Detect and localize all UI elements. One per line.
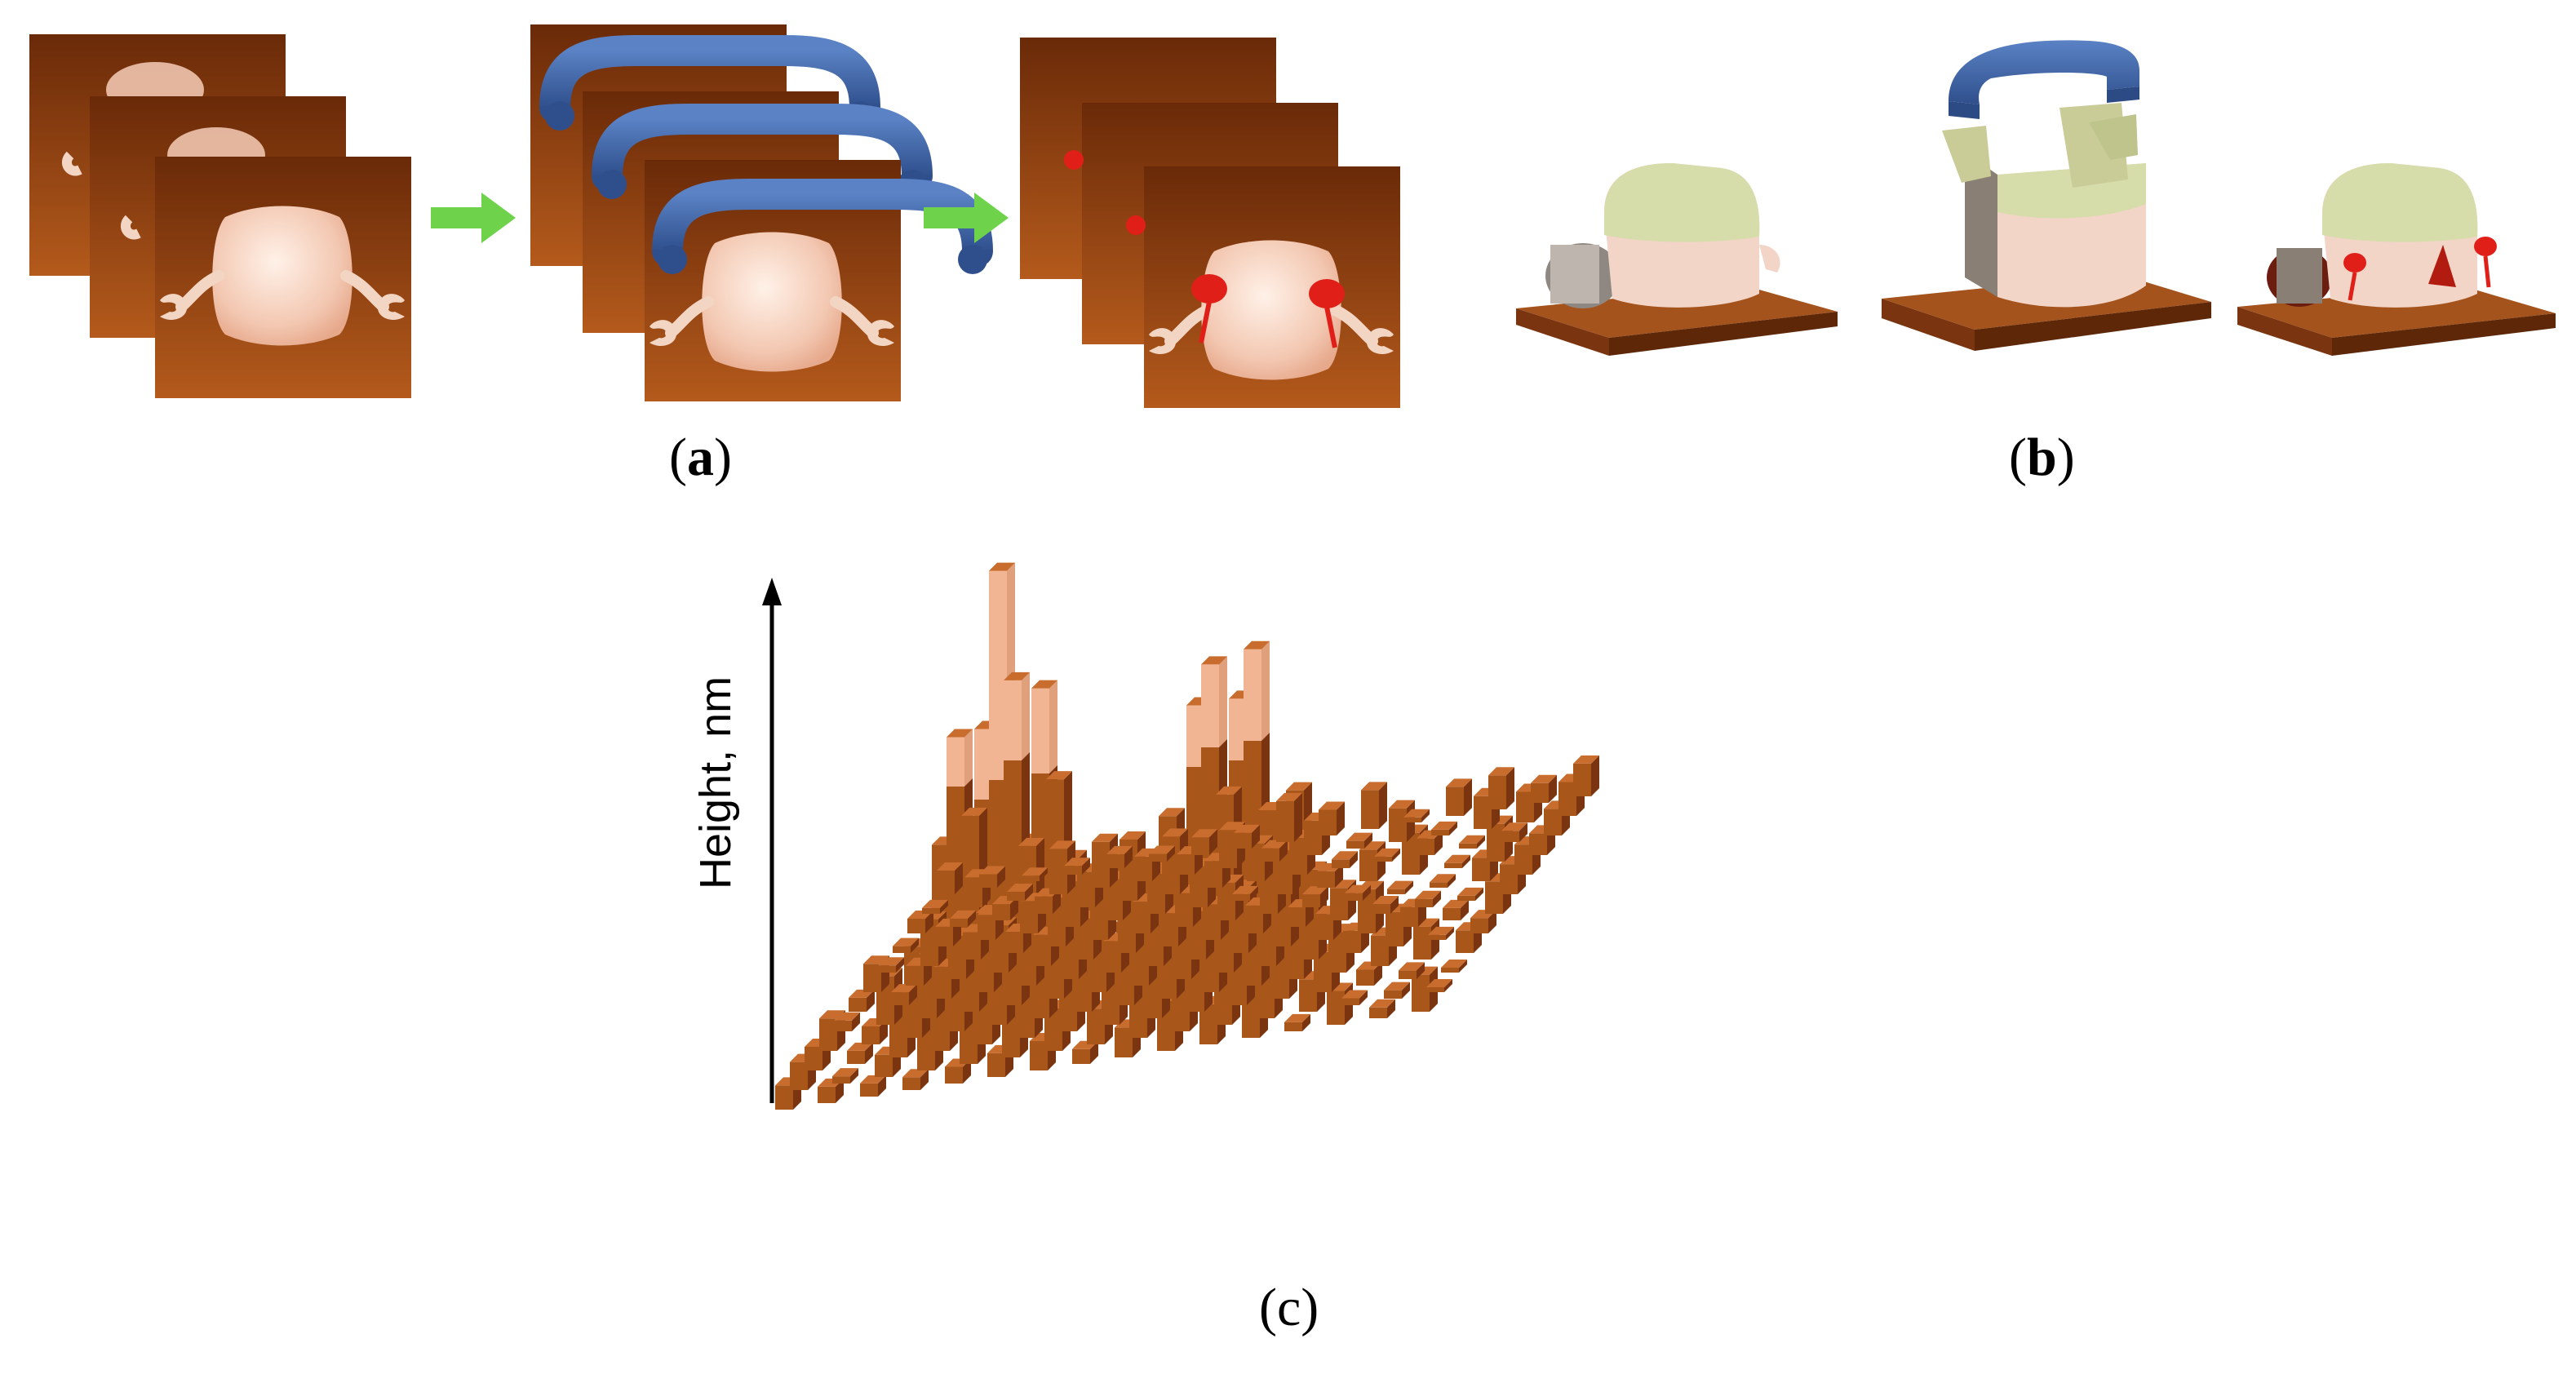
height-bar [1022, 867, 1048, 881]
height-bar [1399, 962, 1425, 979]
panel-label-c: (c) [1259, 1278, 1319, 1337]
height-bar [1276, 792, 1302, 842]
height-bar [893, 937, 919, 953]
height-bar [1149, 845, 1175, 862]
height-bar [979, 866, 1005, 888]
height-bar [1446, 778, 1472, 816]
height-bar [1369, 999, 1395, 1018]
panel-label-a: (a) [669, 428, 732, 487]
height-bar [847, 1042, 873, 1064]
adsorbed-protein-model [1516, 163, 1838, 356]
height-bar [1361, 782, 1387, 829]
panel-label-b: (b) [2009, 428, 2075, 487]
height-bar [1444, 854, 1470, 868]
height-bar [1488, 767, 1514, 809]
height-bar [1441, 959, 1467, 973]
height-bar [1470, 910, 1496, 933]
height-bar [849, 989, 875, 1012]
height-bar [1387, 880, 1413, 894]
height-bar [1302, 886, 1328, 907]
height-bar [860, 1075, 886, 1097]
height-bar [1234, 824, 1260, 849]
panel-b-illustration [1516, 40, 2556, 356]
height-bar [1459, 835, 1485, 849]
height-bar [1372, 896, 1399, 914]
height-bar [1428, 926, 1454, 940]
height-bar [1573, 755, 1599, 796]
height-bar [790, 1053, 816, 1090]
height-bar [1403, 809, 1430, 822]
height-bar [818, 1078, 844, 1103]
height-bar [1426, 978, 1452, 992]
height-bar [834, 1012, 860, 1031]
height-bar [1341, 990, 1368, 1005]
height-bar [863, 955, 889, 992]
height-bar [878, 957, 904, 973]
antibody-icon [1949, 40, 2139, 119]
height-bar [1346, 832, 1372, 849]
stack-antibody-images [530, 24, 987, 401]
height-bar [1049, 840, 1075, 894]
height-bar [1501, 822, 1527, 842]
height-bar [1430, 874, 1456, 888]
height-bar [1457, 887, 1483, 901]
height-bar [832, 1068, 858, 1084]
height-bar [1064, 858, 1090, 875]
height-bar [1332, 851, 1358, 868]
height-bar [950, 910, 976, 927]
height-bar [1191, 829, 1217, 855]
height-bar [1345, 884, 1371, 901]
height-bar [1284, 1013, 1310, 1031]
antibody-bound-model [1882, 40, 2211, 351]
height-bars [775, 562, 1599, 1110]
green-arrow-icon [431, 193, 516, 243]
height-bar [937, 862, 963, 894]
height-bar [1374, 848, 1400, 862]
height-bar [1232, 885, 1258, 901]
height-bar [1431, 821, 1457, 835]
height-bar [891, 984, 917, 1005]
panel-c-chart [762, 562, 1599, 1110]
y-axis-label: Height, nm [691, 676, 740, 889]
height-bar [1384, 982, 1410, 999]
height-bar [922, 899, 948, 914]
height-bar [1007, 884, 1033, 901]
height-bar [1415, 890, 1441, 907]
green-arrow-icon [924, 193, 1009, 243]
height-bar [1319, 801, 1345, 835]
stack-labeled-images [1020, 38, 1400, 408]
height-bar [1443, 899, 1469, 920]
height-bar [992, 896, 1018, 920]
panel-a-illustration [29, 24, 1400, 408]
height-bar [902, 1069, 929, 1090]
height-bar [1261, 840, 1288, 862]
y-axis-arrow [762, 578, 782, 1103]
labeled-protein-model [2237, 163, 2556, 356]
stack-plain-images [29, 34, 411, 398]
height-bar [1106, 845, 1133, 868]
height-bar [1531, 774, 1557, 803]
